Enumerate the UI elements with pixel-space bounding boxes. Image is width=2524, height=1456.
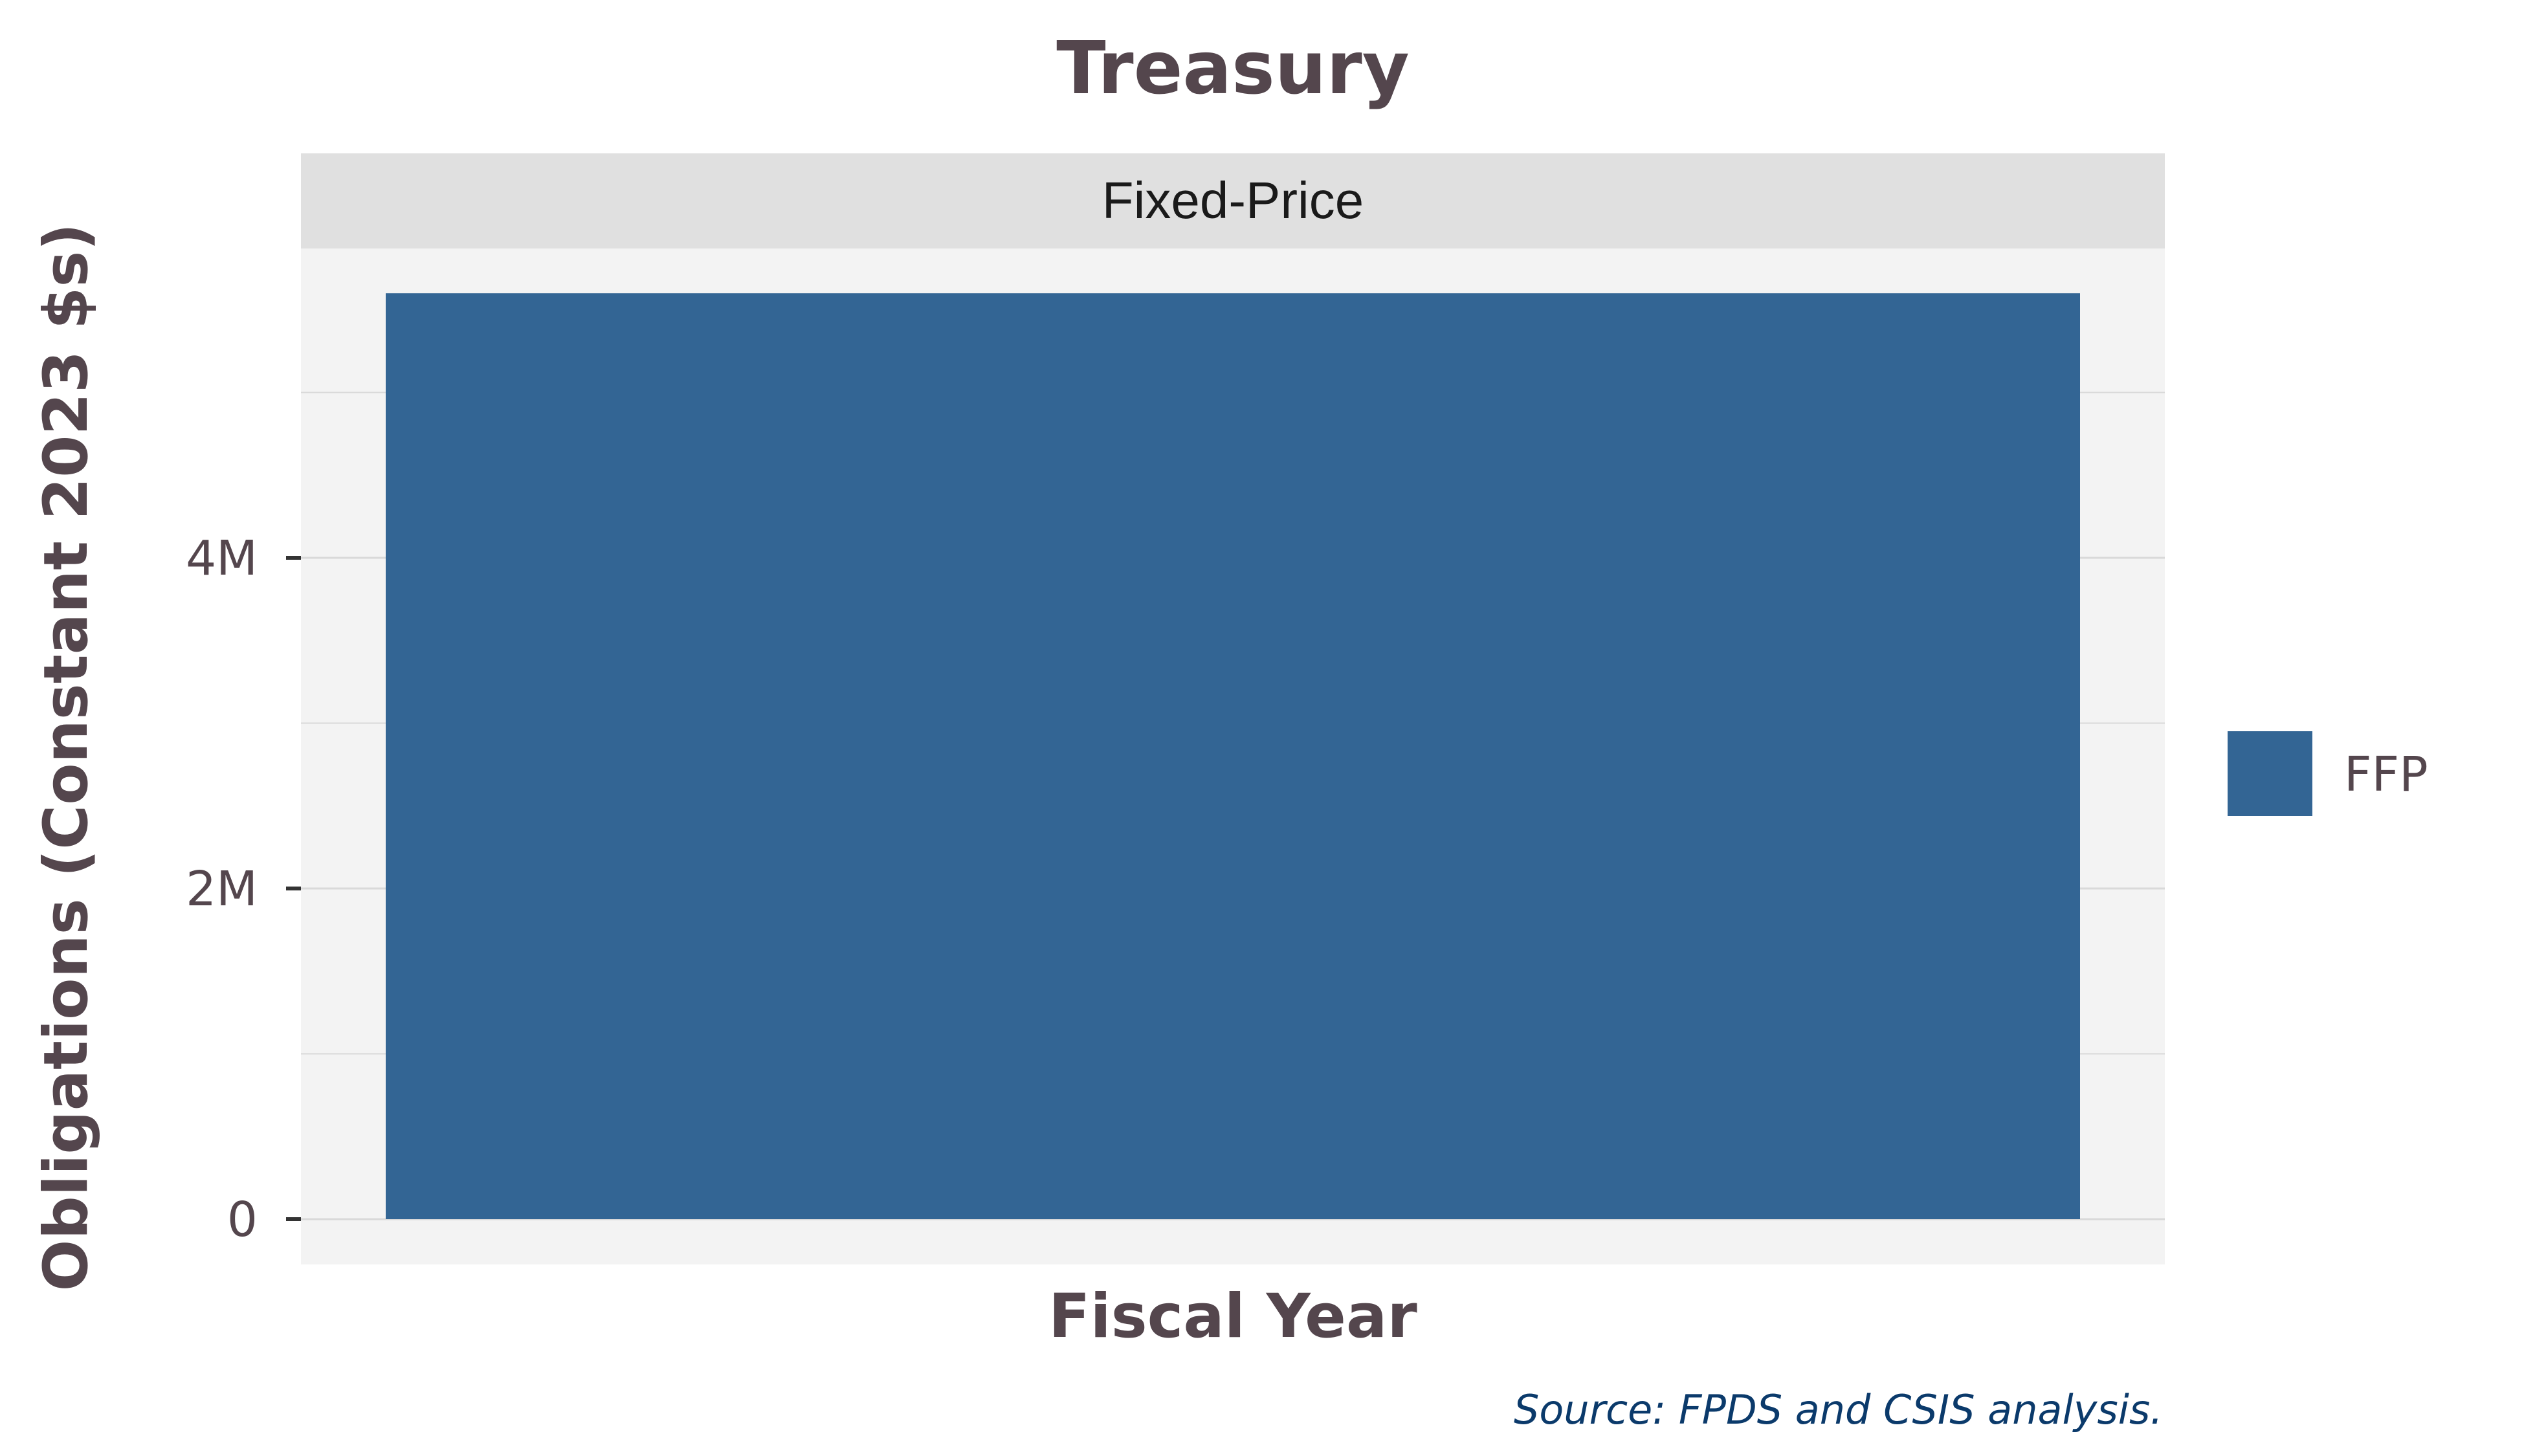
x-axis-title: Fiscal Year — [1048, 1281, 1417, 1352]
y-tick-label: 4M — [186, 531, 258, 586]
bar — [386, 293, 2080, 1220]
facet-strip-label: Fixed-Price — [1102, 171, 1364, 229]
chart-title: Treasury — [1056, 27, 1410, 111]
bars — [386, 293, 2080, 1220]
legend-key — [2225, 729, 2315, 819]
legend: FFP — [2225, 729, 2428, 819]
facet-strip — [301, 153, 2165, 248]
legend-label: FFP — [2344, 747, 2428, 802]
y-axis: 0 2M 4M — [186, 531, 301, 1248]
y-axis-title: Obligations (Constant 2023 $s) — [31, 223, 102, 1292]
y-tick-label: 0 — [227, 1192, 258, 1248]
source-note: Source: FPDS and CSIS analysis. — [1514, 1386, 2163, 1433]
y-tick-label: 2M — [186, 861, 258, 917]
